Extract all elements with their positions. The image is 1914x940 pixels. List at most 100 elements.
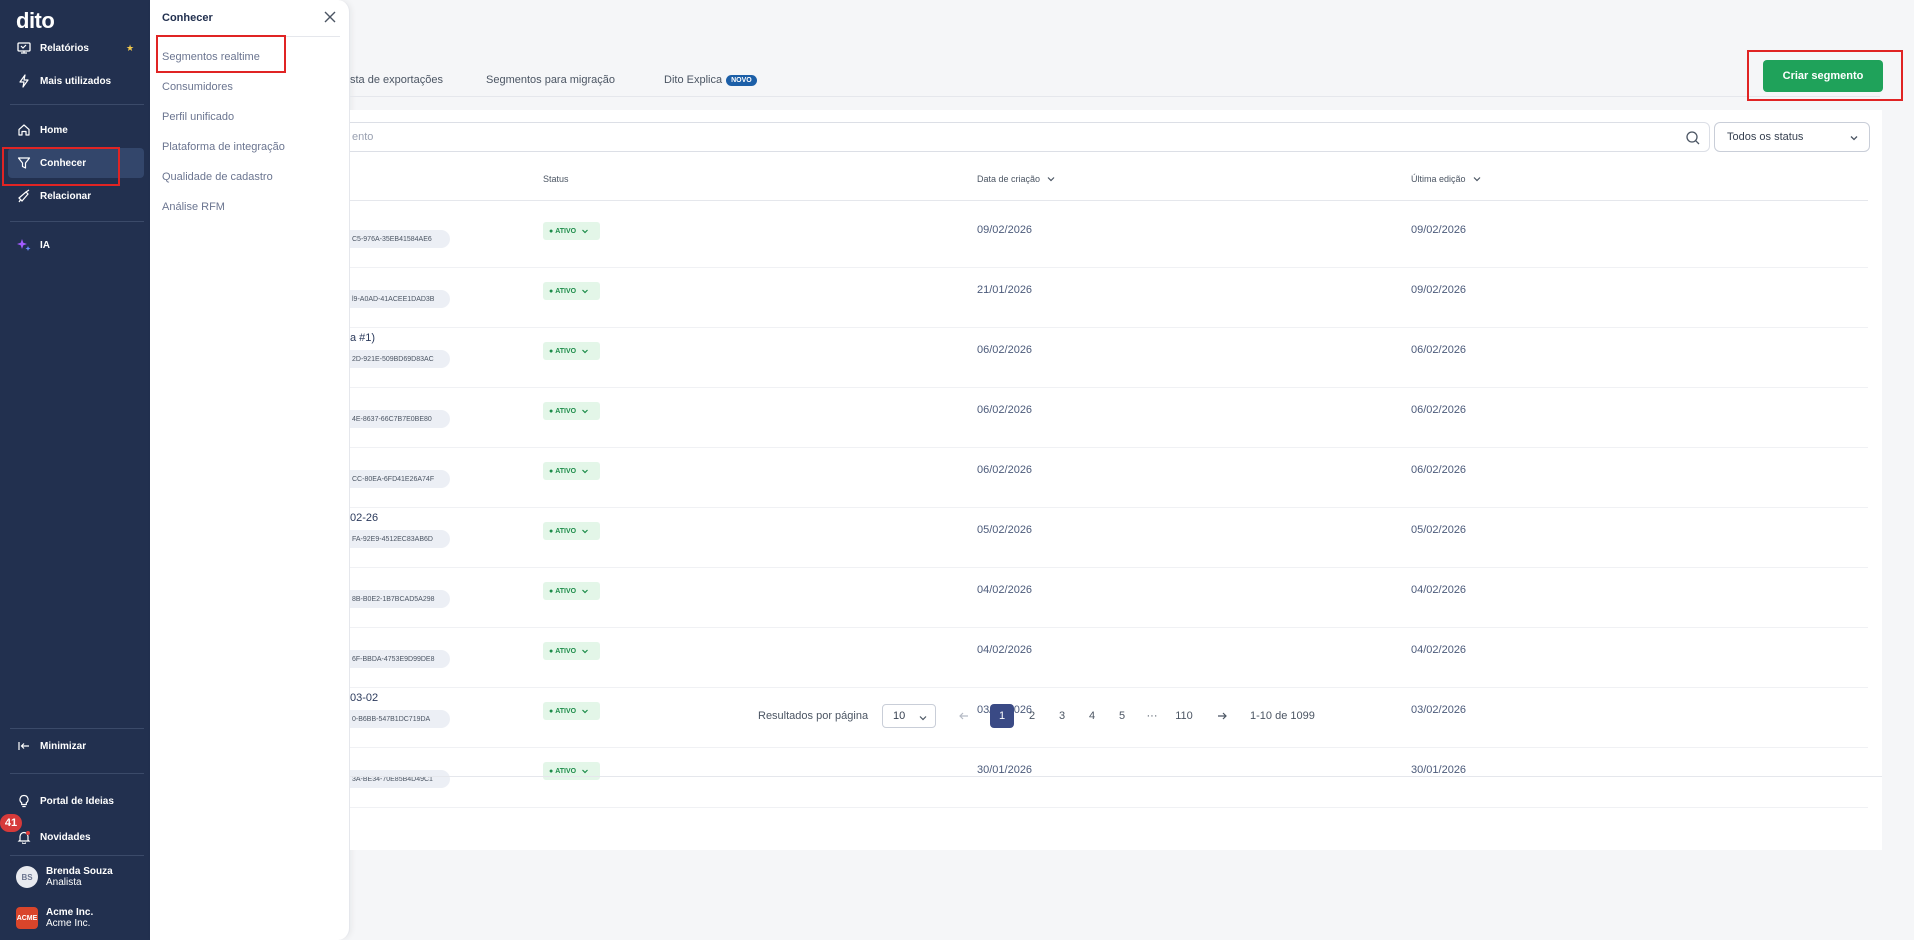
- submenu-item-analise-rfm[interactable]: Análise RFM: [162, 201, 225, 213]
- row-divider: [350, 747, 1868, 748]
- per-page-value: 10: [893, 710, 906, 722]
- segment-name[interactable]: a #1): [350, 332, 376, 344]
- edited-date: 04/02/2026: [1411, 584, 1467, 596]
- table-row[interactable]: 02-26 FA-92E9-4512EC83AB6D ● ATIVO 05/02/2…: [350, 508, 1868, 568]
- table-row[interactable]: 3A-BE34-70E85B4D49C1 ● ATIVO 30/01/2026 30…: [350, 748, 1868, 808]
- status-badge[interactable]: ● ATIVO: [543, 342, 600, 360]
- segment-id-chip: 6F-BBDA-4753E9D99DE8: [350, 650, 450, 668]
- edited-date: 05/02/2026: [1411, 524, 1467, 536]
- page-button[interactable]: 2: [1028, 710, 1036, 722]
- row-divider: [350, 447, 1868, 448]
- user-profile[interactable]: BS Brenda Souza Analista: [8, 862, 144, 892]
- search-input[interactable]: ento: [350, 122, 1710, 152]
- page-button[interactable]: 5: [1118, 710, 1126, 722]
- status-label: ATIVO: [555, 707, 577, 715]
- status-badge[interactable]: ● ATIVO: [543, 642, 600, 660]
- divider: [10, 104, 144, 105]
- tab-dito-explica[interactable]: Dito Explica NOVO: [664, 74, 757, 86]
- lightbulb-icon: [16, 793, 32, 809]
- divider: [10, 773, 144, 774]
- status-badge[interactable]: ● ATIVO: [543, 582, 600, 600]
- sidebar-item-relacionar[interactable]: Relacionar: [8, 181, 144, 211]
- arrow-left-icon: [959, 712, 968, 720]
- conhecer-submenu: Conhecer Segmentos realtime Consumidores…: [150, 0, 350, 940]
- per-page-select[interactable]: 10: [882, 704, 936, 728]
- submenu-item-plataforma-integracao[interactable]: Plataforma de integração: [162, 141, 285, 153]
- table-row[interactable]: 8B-B0E2-1B7BCAD5A298 ● ATIVO 04/02/2026 04…: [350, 568, 1868, 628]
- sidebar-item-conhecer[interactable]: Conhecer: [8, 148, 144, 178]
- minimize-button[interactable]: Minimizar: [8, 731, 144, 761]
- novidades-link[interactable]: Novidades: [8, 822, 144, 852]
- company-name: Acme Inc.: [46, 907, 94, 918]
- status-badge[interactable]: ● ATIVO: [543, 402, 600, 420]
- next-page-button[interactable]: [1210, 704, 1234, 728]
- status-badge[interactable]: ● ATIVO: [543, 222, 600, 240]
- status-badge[interactable]: ● ATIVO: [543, 762, 600, 780]
- table-row[interactable]: C5-976A-35EB41584AE6 ● ATIVO 09/02/2026 09…: [350, 208, 1868, 268]
- column-header-created[interactable]: Data de criação: [977, 174, 1056, 184]
- segment-id-chip: CC-80EA-6FD41E26A74F: [350, 470, 450, 488]
- report-icon: [16, 40, 32, 56]
- search-placeholder: ento: [352, 131, 374, 143]
- tab-segmentos-migracao[interactable]: Segmentos para migração: [486, 74, 616, 86]
- table-row[interactable]: CC-80EA-6FD41E26A74F ● ATIVO 06/02/2026 06…: [350, 448, 1868, 508]
- chevron-down-icon: [582, 769, 589, 774]
- submenu-item-qualidade-cadastro[interactable]: Qualidade de cadastro: [162, 171, 273, 183]
- page-button[interactable]: 3: [1058, 710, 1066, 722]
- dito-logo[interactable]: dito: [16, 8, 55, 33]
- company-logo: ACME: [16, 907, 38, 929]
- status-badge[interactable]: ● ATIVO: [543, 522, 600, 540]
- bolt-icon: [16, 73, 32, 89]
- sidebar-item-label: IA: [40, 239, 50, 251]
- status-badge[interactable]: ● ATIVO: [543, 282, 600, 300]
- table-row[interactable]: l9-A0AD-41ACEE1DAD3B ● ATIVO 21/01/2026 09…: [350, 268, 1868, 328]
- page-button[interactable]: 4: [1088, 710, 1096, 722]
- table-row[interactable]: a #1) 2D-921E-509BD69D83AC ● ATIVO 06/02/2…: [350, 328, 1868, 388]
- status-badge[interactable]: ● ATIVO: [543, 702, 600, 720]
- chevron-down-icon: [582, 649, 589, 654]
- submenu-item-consumidores[interactable]: Consumidores: [162, 81, 233, 93]
- row-divider: [350, 627, 1868, 628]
- created-date: 06/02/2026: [977, 344, 1033, 356]
- edited-date: 03/02/2026: [1411, 704, 1467, 716]
- segment-name[interactable]: 03-02: [350, 692, 379, 704]
- sparkle-icon: [16, 237, 32, 253]
- submenu-title: Conhecer: [162, 12, 213, 24]
- column-header-edited[interactable]: Última edição: [1411, 174, 1482, 184]
- portal-ideias-link[interactable]: Portal de Ideias: [8, 786, 144, 816]
- tab-label: Dito Explica: [664, 74, 723, 86]
- tab-lista-exportacoes[interactable]: sta de exportações: [350, 74, 443, 86]
- prev-page-button[interactable]: [952, 704, 976, 728]
- segment-name[interactable]: 02-26: [350, 512, 379, 524]
- status-label: ATIVO: [555, 227, 577, 235]
- sidebar-item-mais-utilizados[interactable]: Mais utilizados: [8, 66, 144, 96]
- close-icon[interactable]: [323, 10, 337, 24]
- row-divider: [350, 687, 1868, 688]
- edited-date: 06/02/2026: [1411, 404, 1467, 416]
- submenu-item-perfil-unificado[interactable]: Perfil unificado: [162, 111, 235, 123]
- edited-date: 06/02/2026: [1411, 344, 1467, 356]
- home-icon: [16, 122, 32, 138]
- submenu-item-segmentos-realtime[interactable]: Segmentos realtime: [162, 51, 260, 63]
- table-row[interactable]: 03-02 0-B6BB-547B1DC719DA ● ATIVO 03/02/20…: [350, 688, 1868, 748]
- funnel-icon: [16, 155, 32, 171]
- create-segment-button[interactable]: Criar segmento: [1763, 60, 1883, 92]
- created-date: 04/02/2026: [977, 584, 1033, 596]
- status-badge[interactable]: ● ATIVO: [543, 462, 600, 480]
- page-button[interactable]: 1: [990, 704, 1014, 728]
- company-switcher[interactable]: ACME Acme Inc. Acme Inc.: [8, 903, 144, 933]
- table-row[interactable]: 4E-8637-66C7B7E0BE80 ● ATIVO 06/02/2026 06…: [350, 388, 1868, 448]
- sidebar-item-home[interactable]: Home: [8, 115, 144, 145]
- chevron-down-icon: [582, 409, 589, 414]
- portal-label: Portal de Ideias: [40, 795, 114, 807]
- created-date: 30/01/2026: [977, 764, 1033, 776]
- sidebar-item-label: Relacionar: [40, 190, 92, 202]
- sidebar-item-relatorios[interactable]: Relatórios ★: [8, 33, 144, 63]
- table-row[interactable]: 6F-BBDA-4753E9D99DE8 ● ATIVO 04/02/2026 04…: [350, 628, 1868, 688]
- sidebar-item-ia[interactable]: IA: [8, 230, 144, 260]
- user-info: Brenda Souza Analista: [46, 866, 113, 888]
- status-filter-select[interactable]: Todos os status: [1714, 122, 1870, 152]
- search-icon[interactable]: [1685, 130, 1701, 146]
- page-button[interactable]: 110: [1175, 710, 1193, 722]
- created-date: 05/02/2026: [977, 524, 1033, 536]
